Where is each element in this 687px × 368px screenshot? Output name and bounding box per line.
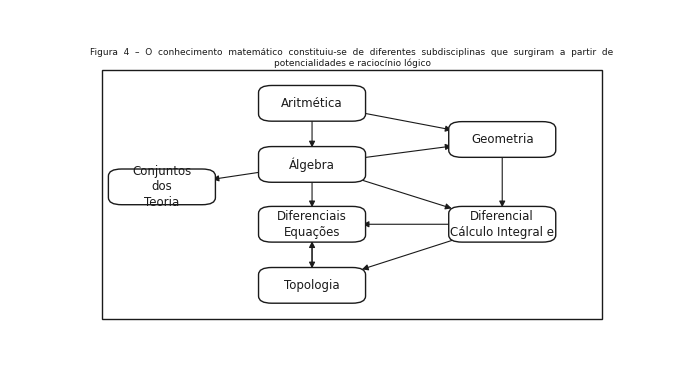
Text: Topologia: Topologia [284,279,340,292]
Text: Geometria: Geometria [471,133,534,146]
FancyBboxPatch shape [258,146,365,182]
FancyBboxPatch shape [449,122,556,158]
Text: Álgebra: Álgebra [289,157,335,171]
Text: Teoria: Teoria [144,196,179,209]
Text: Equações: Equações [284,226,340,238]
Text: Cálculo Integral e: Cálculo Integral e [450,226,554,238]
FancyBboxPatch shape [258,85,365,121]
Text: Figura  4  –  O  conhecimento  matemático  constituiu-se  de  diferentes  subdis: Figura 4 – O conhecimento matemático con… [91,49,613,68]
Text: Aritmética: Aritmética [281,97,343,110]
FancyBboxPatch shape [449,206,556,242]
Text: dos: dos [152,180,172,193]
Text: Conjuntos: Conjuntos [133,165,192,178]
Text: Diferencial: Diferencial [471,210,534,223]
Text: Diferenciais: Diferenciais [277,210,347,223]
FancyBboxPatch shape [258,206,365,242]
FancyBboxPatch shape [109,169,216,205]
FancyBboxPatch shape [102,70,602,319]
FancyBboxPatch shape [258,268,365,303]
